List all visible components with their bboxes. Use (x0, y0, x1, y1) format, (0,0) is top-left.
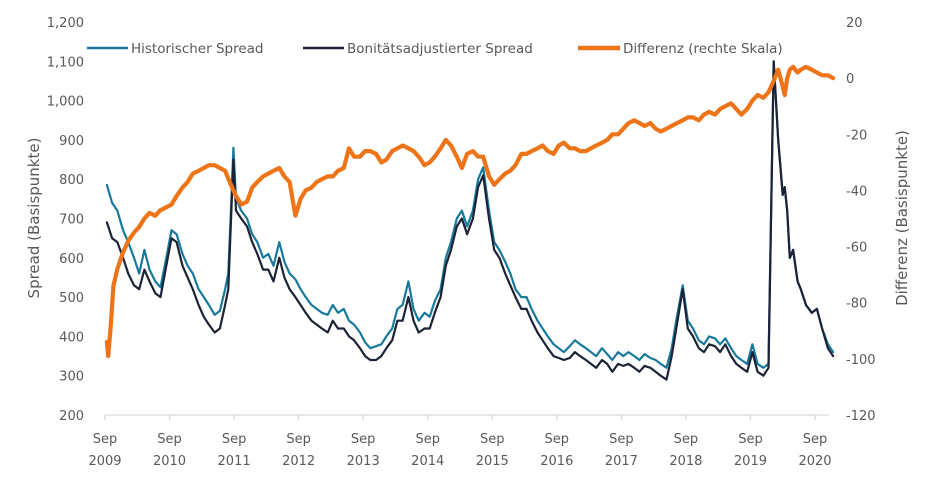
y-tick-label-left: 300 (59, 370, 84, 385)
legend-label-historischer-spread: Historischer Spread (131, 41, 264, 57)
y-tick-label-left: 600 (59, 252, 84, 267)
y-tick-label-left: 800 (59, 173, 84, 188)
x-tick-label-month: Sep (803, 432, 828, 447)
x-tick-label-month: Sep (480, 432, 505, 447)
x-tick-label-month: Sep (157, 432, 182, 447)
y-tick-label-left: 1,000 (47, 95, 84, 110)
y-axis-title-right: Differenz (Basispunkte) (893, 130, 911, 306)
x-tick-label-year: 2012 (282, 454, 315, 469)
y-tick-label-right: 20 (846, 16, 863, 31)
y-axis-right: -120 -100 -80 -60 -40 -20 0 20 (846, 16, 876, 424)
x-tick-label-month: Sep (93, 432, 118, 447)
y-tick-label-right: -40 (846, 184, 867, 199)
legend-item-bonitaetsadjustierter-spread[interactable]: Bonitätsadjustierter Spread (303, 41, 533, 57)
x-tick-label-year: 2020 (798, 454, 831, 469)
y-tick-label-right: -60 (846, 241, 867, 256)
x-tick-label-year: 2014 (411, 454, 444, 469)
x-tick-label-month: Sep (351, 432, 376, 447)
y-tick-label-left: 400 (59, 330, 84, 345)
y-tick-label-left: 500 (59, 291, 84, 306)
y-tick-label-right: -100 (846, 353, 876, 368)
x-axis: Sep 2009 Sep 2010 Sep 2011 Sep 2012 Sep 2013 Sep 20… (88, 414, 832, 469)
y-tick-label-right: -20 (846, 128, 867, 143)
series-line-differenz-rechte-skala (104, 64, 836, 359)
x-tick-label-year: 2017 (605, 454, 638, 469)
y-tick-label-right: -120 (846, 409, 876, 424)
x-tick-label-month: Sep (415, 432, 440, 447)
y-tick-label-right: -80 (846, 297, 867, 312)
x-tick-label-year: 2015 (476, 454, 509, 469)
x-tick-label-year: 2009 (88, 454, 121, 469)
series-layer (104, 60, 836, 381)
series-line-bonit-tsadjustierter-spread (105, 60, 835, 381)
legend-label-differenz: Differenz (rechte Skala) (623, 41, 783, 57)
legend-item-historischer-spread[interactable]: Historischer Spread (87, 41, 264, 57)
y-axis-title-left: Spread (Basispunkte) (25, 138, 43, 299)
y-tick-label-left: 700 (59, 213, 84, 228)
x-tick-label-month: Sep (674, 432, 699, 447)
x-tick-label-year: 2010 (153, 454, 186, 469)
y-tick-label-left: 1,100 (47, 55, 84, 70)
y-tick-label-left: 900 (59, 134, 84, 149)
legend-item-differenz[interactable]: Differenz (rechte Skala) (578, 41, 783, 57)
y-axis-left: 200 300 400 500 600 700 800 900 1,000 1,100 1,200 (47, 16, 84, 424)
y-tick-label-left: 200 (59, 409, 84, 424)
legend-label-bonitaetsadjustierter-spread: Bonitätsadjustierter Spread (347, 41, 533, 57)
legend: Historischer Spread Bonitätsadjustierter… (87, 41, 783, 57)
x-tick-label-year: 2013 (347, 454, 380, 469)
y-tick-label-right: 0 (846, 72, 854, 87)
x-tick-label-year: 2011 (218, 454, 251, 469)
x-tick-label-month: Sep (222, 432, 247, 447)
x-tick-label-month: Sep (738, 432, 763, 447)
x-tick-label-month: Sep (545, 432, 570, 447)
y-tick-label-left: 1,200 (47, 16, 84, 31)
x-tick-label-year: 2016 (540, 454, 573, 469)
x-tick-label-year: 2019 (734, 454, 767, 469)
x-tick-label-month: Sep (609, 432, 634, 447)
x-tick-label-year: 2018 (669, 454, 702, 469)
x-tick-label-month: Sep (286, 432, 311, 447)
